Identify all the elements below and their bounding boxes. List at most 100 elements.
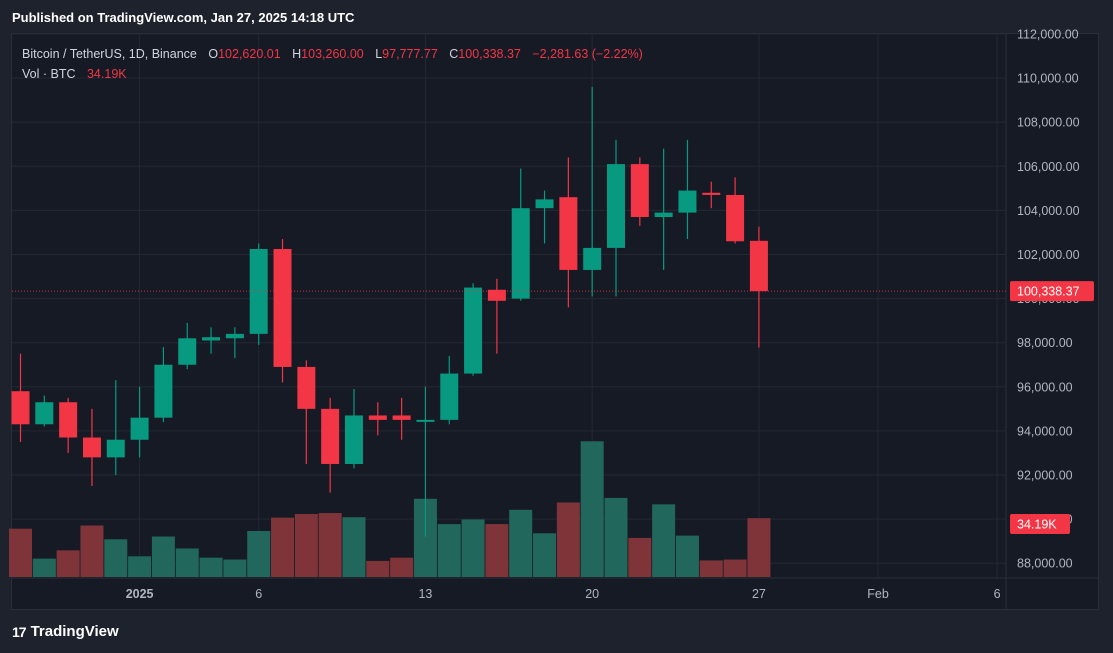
volume-bar	[628, 537, 652, 577]
chart-frame[interactable]	[11, 33, 1099, 610]
candle-body	[416, 419, 435, 422]
candle-body	[82, 437, 101, 458]
volume-label[interactable]: Vol · BTC	[22, 67, 76, 81]
candle-body	[321, 408, 340, 464]
volume-bar	[175, 548, 199, 577]
change-value: −2,281.63 (−2.22%)	[532, 47, 643, 61]
candle-body	[154, 364, 173, 418]
candle-body	[178, 338, 197, 365]
candle-body	[749, 240, 768, 292]
candle-body	[106, 439, 125, 458]
volume-bar	[294, 513, 318, 577]
last-price-badge	[1010, 281, 1094, 302]
candle-body	[678, 190, 697, 213]
time-tick-label: 13	[418, 587, 432, 601]
time-tick-label: 20	[585, 587, 599, 601]
volume-bar	[604, 497, 628, 577]
time-tick-label: 2025	[126, 587, 154, 601]
low-value: 97,777.77	[382, 47, 438, 61]
volume-legend-row: Vol · BTC 34.19K	[22, 64, 643, 84]
candle-body	[130, 417, 149, 440]
price-tick-label: 112,000.00	[1017, 28, 1079, 42]
volume-bar	[223, 559, 247, 577]
tradingview-logo-icon: 17	[12, 623, 27, 640]
chart-legend: Bitcoin / TetherUS, 1D, Binance O102,620…	[22, 44, 643, 84]
open-value: 102,620.01	[218, 47, 281, 61]
volume-bar	[699, 560, 723, 577]
candle-body	[702, 192, 721, 195]
time-tick-label: 6	[994, 587, 1001, 601]
candle-body	[344, 415, 363, 464]
volume-bar	[580, 441, 604, 577]
tradingview-logo[interactable]: 17 TradingView	[12, 623, 119, 640]
volume-bar	[56, 550, 80, 577]
candle-body	[559, 197, 578, 270]
high-value: 103,260.00	[301, 47, 364, 61]
volume-badge	[1010, 514, 1070, 534]
candle-body	[630, 164, 649, 218]
candle-body	[11, 391, 30, 425]
volume-bar	[747, 518, 771, 577]
price-tick-label: 108,000.00	[1017, 116, 1080, 130]
candle-body	[273, 248, 292, 367]
candle-body	[225, 333, 244, 339]
time-axis[interactable]: 2025 6 13 20 27 Feb 6	[126, 587, 1001, 601]
candle-body	[297, 366, 316, 409]
volume-bar	[128, 556, 152, 577]
close-value: 100,338.37	[458, 47, 521, 61]
published-caption: Published on TradingView.com, Jan 27, 20…	[12, 10, 355, 25]
volume-bar	[271, 517, 295, 577]
candle-body	[607, 164, 625, 248]
candle-body	[440, 373, 459, 420]
volume-bar	[199, 557, 223, 577]
ohlc-legend-row: Bitcoin / TetherUS, 1D, Binance O102,620…	[22, 44, 643, 64]
grid-lines	[12, 33, 1099, 610]
symbol-title[interactable]: Bitcoin / TetherUS, 1D, Binance	[22, 47, 197, 61]
volume-bar	[413, 498, 437, 577]
volume-bar	[509, 509, 533, 577]
high-label: H	[292, 47, 302, 61]
price-tick-label: 104,000.00	[1017, 204, 1080, 218]
price-tick-label: 88,000.00	[1017, 557, 1073, 571]
volume-bar	[485, 524, 509, 577]
close-label: C	[449, 47, 459, 61]
volume-bar	[390, 557, 414, 577]
volume-bar	[652, 504, 676, 577]
volume-bars	[9, 441, 771, 577]
price-tick-label: 96,000.00	[1017, 380, 1073, 394]
volume-bar	[533, 533, 557, 577]
low-label: L	[375, 47, 383, 61]
volume-bar	[318, 513, 342, 577]
volume-bar	[151, 536, 175, 577]
tradingview-logo-text: TradingView	[30, 623, 119, 640]
candle-body	[59, 402, 78, 438]
volume-bar	[723, 559, 747, 577]
price-tick-label: 94,000.00	[1017, 424, 1073, 438]
volume-bar	[32, 558, 56, 577]
price-tick-label: 98,000.00	[1017, 336, 1073, 350]
candle-body	[511, 208, 530, 299]
volume-bar	[342, 517, 366, 577]
volume-bar	[556, 502, 580, 577]
volume-bar	[437, 524, 461, 577]
volume-bar	[461, 519, 485, 577]
volume-value: 34.19K	[86, 67, 127, 81]
candle-body	[535, 199, 554, 209]
volume-bar	[366, 560, 390, 577]
volume-badge-label: 34.19K	[1017, 518, 1057, 532]
open-label: O	[208, 47, 219, 61]
price-tick-label: 106,000.00	[1017, 160, 1080, 174]
price-tick-label: 102,000.00	[1017, 248, 1080, 262]
candle-body	[392, 415, 411, 420]
price-tick-label: 110,000.00	[1017, 72, 1079, 86]
time-tick-label: 27	[752, 587, 766, 601]
candle-body	[35, 402, 54, 425]
time-tick-label: Feb	[867, 587, 889, 601]
price-tick-label: 92,000.00	[1017, 469, 1073, 483]
candle-body	[654, 212, 673, 218]
candle-body	[202, 337, 221, 341]
candle-body	[368, 415, 387, 420]
price-badges: 100,338.37 34.19K	[1010, 281, 1094, 534]
volume-bar	[104, 539, 128, 577]
